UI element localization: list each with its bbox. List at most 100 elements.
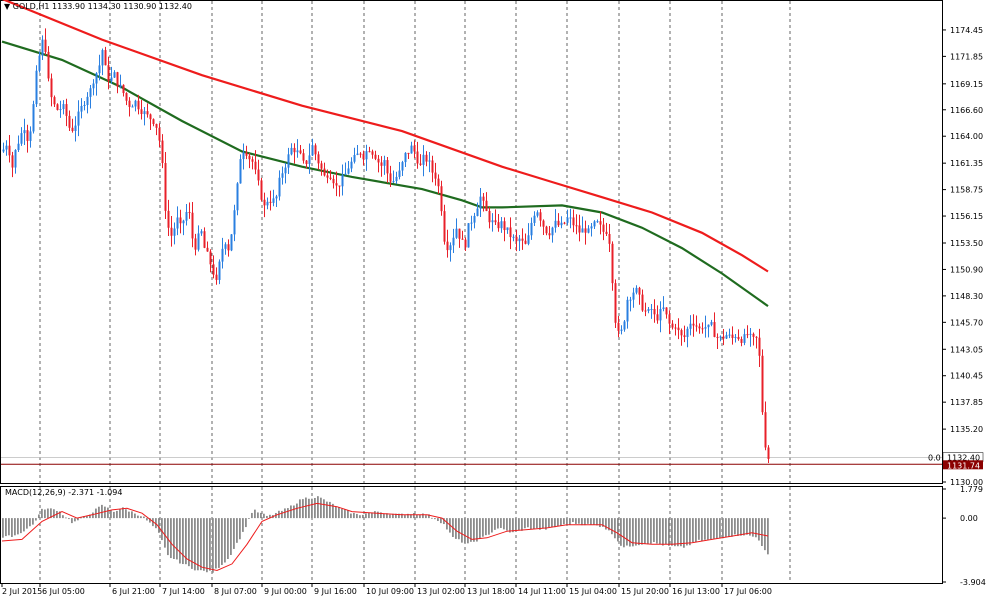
macd-bar: [614, 518, 616, 539]
candle-body: [380, 162, 383, 166]
candle-body: [320, 163, 323, 169]
macd-bar: [164, 518, 166, 548]
candle-body: [77, 111, 80, 126]
candle-body: [692, 323, 695, 326]
candle-body: [698, 326, 701, 329]
candle-body: [740, 339, 743, 343]
macd-bar: [710, 518, 712, 540]
candle-body: [38, 55, 41, 71]
candle-body: [113, 72, 116, 78]
candle-body: [677, 327, 680, 331]
macd-bar: [17, 518, 19, 535]
macd-bar: [254, 509, 256, 519]
price-tick-label: 1140.45: [950, 372, 983, 381]
macd-bar: [596, 518, 598, 526]
macd-bar: [569, 518, 571, 525]
macd-bar: [632, 518, 634, 547]
macd-bar: [137, 515, 139, 519]
candle-body: [245, 152, 248, 156]
candle-body: [629, 299, 632, 301]
macd-bar: [251, 512, 253, 519]
candle-body: [638, 287, 641, 295]
macd-bar: [200, 518, 202, 571]
macd-bar: [383, 513, 385, 519]
macd-bar: [410, 514, 412, 519]
current-price-box: [943, 460, 983, 470]
candle-body: [200, 231, 203, 234]
candle-body: [611, 243, 614, 284]
candle-body: [701, 328, 704, 330]
price-tick-label: 1145.70: [950, 318, 983, 327]
candle-body: [743, 334, 746, 343]
macd-bar: [236, 518, 238, 543]
macd-bar: [92, 512, 94, 519]
time-axis: 2 Jul 2015 6 Jul 05:00 6 Jul 21:00 7 Jul 14…: [1, 583, 772, 596]
macd-bar: [5, 518, 7, 537]
macd-bar: [212, 518, 214, 573]
candle-body: [560, 222, 563, 226]
macd-bar: [575, 518, 577, 524]
candle-body: [686, 328, 689, 338]
price-tick-label: 1158.75: [950, 186, 983, 195]
macd-bar: [659, 518, 661, 545]
macd-bar: [761, 518, 763, 547]
candle-body: [710, 322, 713, 325]
candle-body: [713, 322, 716, 337]
candle-body: [509, 227, 512, 238]
candle-body: [545, 226, 548, 234]
candle-body: [311, 145, 314, 156]
macd-bar: [134, 513, 136, 519]
macd-bar: [332, 503, 334, 519]
candle-body: [338, 185, 341, 187]
candle-body: [239, 159, 242, 184]
candle-body: [371, 151, 374, 155]
macd-bar: [677, 518, 679, 547]
macd-bar: [755, 518, 757, 538]
macd-bar: [185, 518, 187, 565]
price-tick-label: 1137.85: [950, 398, 983, 407]
time-tick-label: 16 Jul 13:00: [672, 587, 720, 596]
macd-bar: [530, 518, 532, 530]
candle-body: [707, 324, 710, 328]
macd-bar: [401, 513, 403, 519]
macd-bar: [488, 518, 490, 535]
price-axis: 1174.45 1171.85 1169.15 1166.60 1164.00 1161.…: [928, 26, 986, 587]
candle-body: [161, 140, 164, 164]
candle-body: [134, 100, 137, 107]
candle-body: [173, 228, 176, 236]
price-tick-label: 1150.90: [950, 265, 983, 274]
macd-bar: [635, 518, 637, 546]
candle-body: [149, 114, 152, 120]
macd-bar: [425, 515, 427, 519]
macd-bar: [167, 518, 169, 556]
macd-bar: [476, 518, 478, 542]
candle-body: [296, 150, 299, 153]
macd-bar: [86, 515, 88, 519]
candle-body: [464, 239, 467, 248]
candle-body: [248, 155, 251, 160]
candle-body: [497, 222, 500, 229]
macd-bar: [20, 518, 22, 534]
candle-body: [563, 222, 566, 224]
macd-bar: [656, 518, 658, 544]
macd-bar: [392, 513, 394, 519]
macd-bar: [728, 518, 730, 537]
macd-bar: [578, 518, 580, 524]
macd-bar: [629, 518, 631, 547]
macd-bar: [146, 518, 148, 521]
macd-header: MACD(12,26,9) -2.371 -1.094: [5, 488, 123, 497]
macd-bar: [638, 518, 640, 546]
candle-body: [518, 238, 521, 242]
candle-body: [425, 154, 428, 162]
candle-body: [107, 65, 110, 81]
candle-body: [542, 220, 545, 227]
menu-arrow-icon[interactable]: ▼: [4, 2, 11, 11]
candle-body: [419, 163, 422, 165]
candle-body: [92, 83, 95, 89]
candle-body: [65, 104, 68, 116]
candle-body: [749, 333, 752, 335]
macd-bar: [128, 511, 130, 519]
macd-bar: [143, 516, 145, 519]
candle-body: [416, 151, 419, 164]
